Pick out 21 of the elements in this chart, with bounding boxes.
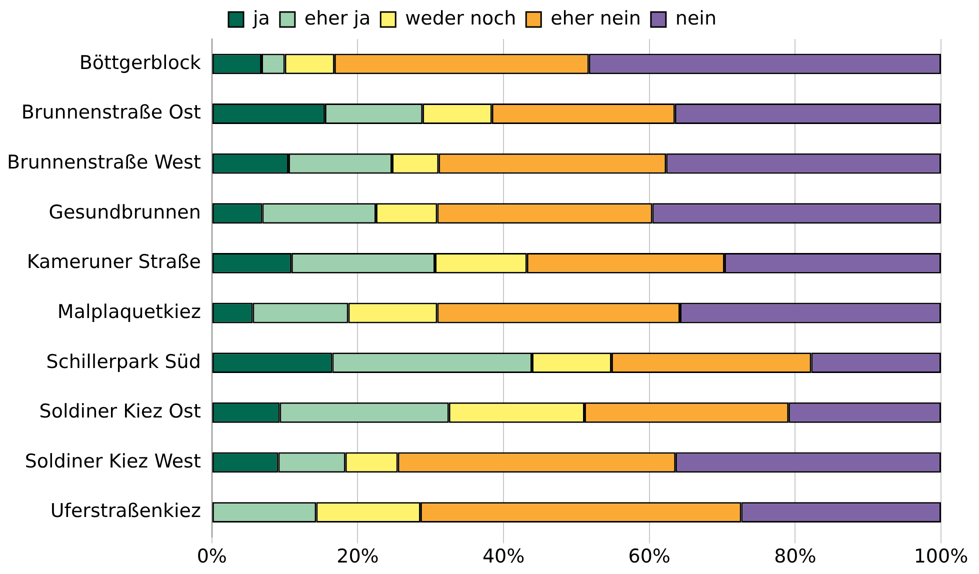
- y-tick-label: Kameruner Straße: [26, 251, 201, 274]
- legend-label: nein: [675, 7, 716, 30]
- y-tick-label: Brunnenstraße West: [6, 151, 201, 174]
- y-tick-label: Schillerpark Süd: [46, 350, 201, 373]
- x-tick-label: 80%: [774, 546, 816, 568]
- legend-label: ja: [252, 7, 270, 30]
- y-tick-label: Uferstraßenkiez: [50, 500, 201, 522]
- x-tick-label: 20%: [336, 546, 379, 568]
- y-tick-label: Böttgerblock: [79, 52, 201, 74]
- x-tick-label: 100%: [914, 546, 968, 568]
- y-tick-label: Gesundbrunnen: [48, 201, 201, 224]
- x-tick-label: 60%: [628, 546, 670, 568]
- x-tick-label: 0%: [196, 546, 227, 568]
- y-tick-label: Brunnenstraße Ost: [21, 102, 201, 124]
- y-tick-label: Soldiner Kiez West: [24, 450, 201, 472]
- y-tick-label: Soldiner Kiez Ost: [39, 400, 201, 423]
- y-tick-label: Malplaquetkiez: [57, 300, 201, 323]
- legend-label: eher ja: [304, 7, 371, 30]
- legend-label: weder noch: [405, 7, 516, 30]
- x-tick-label: 40%: [482, 546, 525, 568]
- legend-label: eher nein: [550, 7, 641, 30]
